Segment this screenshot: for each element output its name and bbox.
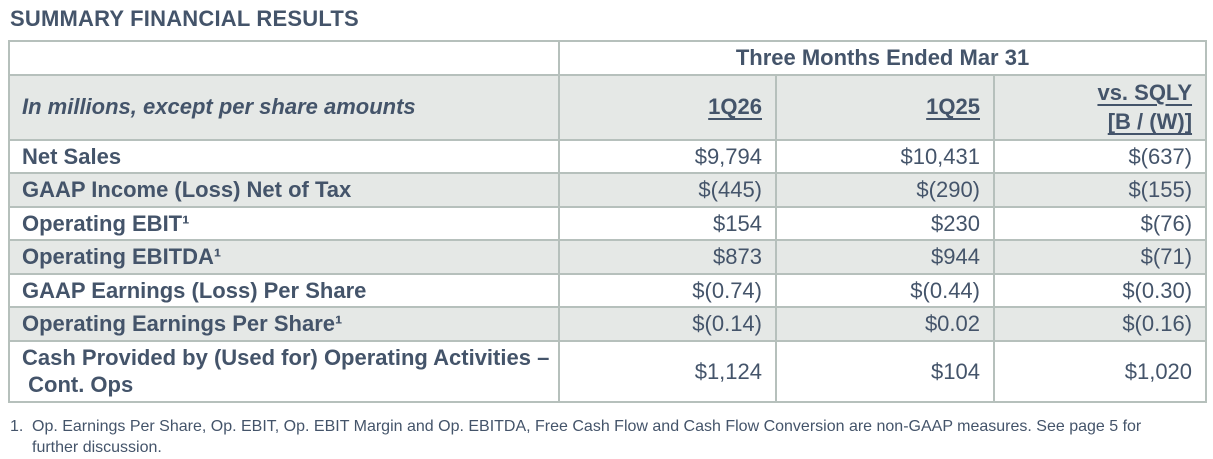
table-caption: In millions, except per share amounts (8, 73, 560, 141)
table-row-gaap-eps: GAAP Earnings (Loss) Per Share $(0.74) $… (8, 272, 1208, 309)
value-1q26: $(0.14) (558, 306, 777, 342)
table-row-operating-eps: Operating Earnings Per Share¹ $(0.14) $0… (8, 306, 1208, 342)
empty-corner-cell (8, 40, 560, 76)
period-header: Three Months Ended Mar 31 (557, 40, 1208, 76)
value-1q26: $9,794 (558, 138, 777, 175)
footnote-marker: 1. (10, 417, 24, 435)
row-label: Cash Provided by (Used for) Operating Ac… (8, 339, 560, 403)
value-vs-sqly: $(0.16) (992, 306, 1208, 342)
value-vs-sqly: $(0.30) (992, 272, 1208, 309)
table-row-operating-ebitda: Operating EBITDA¹ $873 $944 $(71) (8, 239, 1208, 275)
period-header-row: Three Months Ended Mar 31 (8, 40, 1208, 76)
table-row-operating-ebit: Operating EBIT¹ $154 $230 $(76) (8, 205, 1208, 242)
value-1q26: $1,124 (558, 339, 777, 403)
row-label: GAAP Earnings (Loss) Per Share (8, 272, 560, 309)
value-1q26: $873 (558, 239, 777, 275)
value-vs-sqly: $(76) (992, 205, 1208, 242)
value-vs-sqly: $(637) (992, 138, 1208, 175)
footnote-text: Op. Earnings Per Share, Op. EBIT, Op. EB… (32, 417, 1142, 457)
value-1q25: $230 (775, 205, 995, 242)
column-header-row: In millions, except per share amounts 1Q… (8, 73, 1208, 141)
table-row-cash-operating-activities: Cash Provided by (Used for) Operating Ac… (8, 339, 1208, 403)
column-header-vs-sqly: vs. SQLY [B / (W)] (992, 73, 1208, 141)
row-label: Operating Earnings Per Share¹ (8, 306, 560, 342)
value-1q26: $154 (558, 205, 777, 242)
value-1q26: $(445) (558, 172, 777, 208)
value-1q25: $(0.44) (775, 272, 995, 309)
value-vs-sqly: $1,020 (992, 339, 1208, 403)
table-row-gaap-income: GAAP Income (Loss) Net of Tax $(445) $(2… (8, 172, 1208, 208)
column-header-1q25: 1Q25 (775, 73, 995, 141)
column-header-1q26: 1Q26 (558, 73, 777, 141)
vs-sqly-line1: vs. SQLY (1097, 79, 1193, 105)
financial-results-table: Three Months Ended Mar 31 In millions, e… (8, 40, 1208, 403)
row-label: Operating EBIT¹ (8, 205, 560, 242)
value-vs-sqly: $(71) (992, 239, 1208, 275)
vs-sqly-line2: [B / (W)] (1107, 109, 1193, 135)
value-1q25: $10,431 (775, 138, 995, 175)
value-1q25: $0.02 (775, 306, 995, 342)
value-1q25: $104 (775, 339, 995, 403)
footnote: 1. Op. Earnings Per Share, Op. EBIT, Op.… (10, 416, 1185, 459)
value-1q25: $(290) (775, 172, 995, 208)
value-1q25: $944 (775, 239, 995, 275)
row-label: Operating EBITDA¹ (8, 239, 560, 275)
value-vs-sqly: $(155) (992, 172, 1208, 208)
value-1q26: $(0.74) (558, 272, 777, 309)
table-row-net-sales: Net Sales $9,794 $10,431 $(637) (8, 138, 1208, 175)
row-label: Net Sales (8, 138, 560, 175)
page-title: SUMMARY FINANCIAL RESULTS (10, 6, 359, 31)
row-label: GAAP Income (Loss) Net of Tax (8, 172, 560, 208)
